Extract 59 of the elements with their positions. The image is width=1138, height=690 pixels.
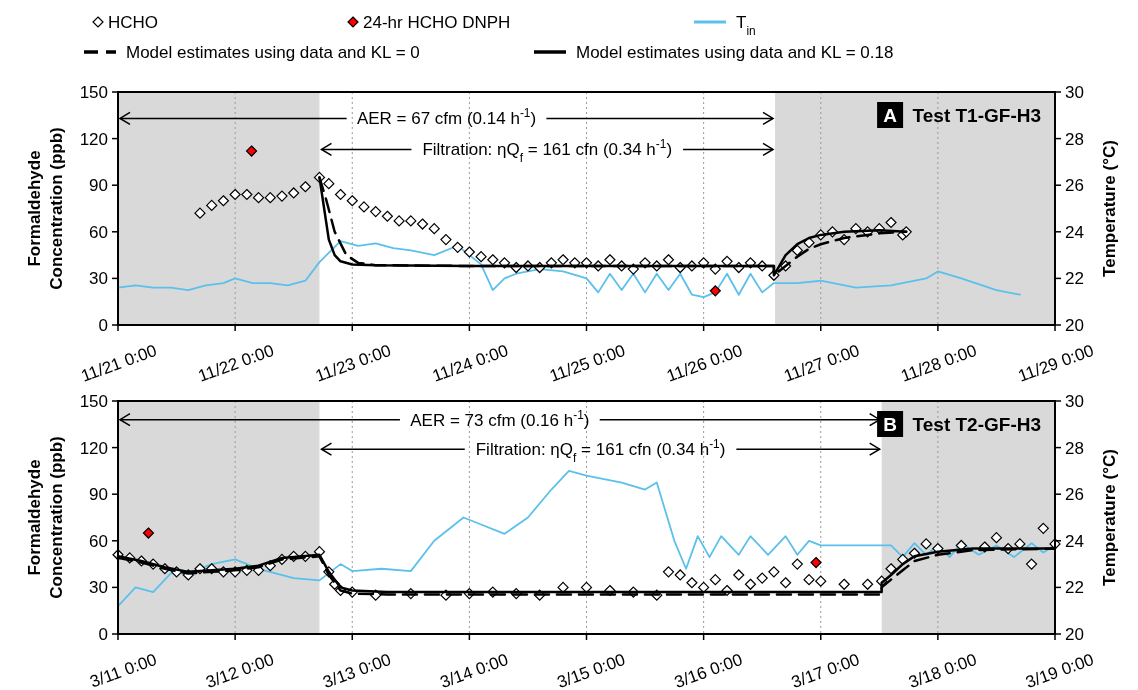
y2-tick-label: 28 <box>1065 438 1084 458</box>
y-tick-label: 0 <box>98 625 108 644</box>
y-tick-label: 150 <box>79 83 108 102</box>
legend-label: HCHO <box>108 13 159 32</box>
y2-tick-label: 24 <box>1065 531 1084 551</box>
y-tick-label: 60 <box>89 531 108 551</box>
y2-tick-label: 30 <box>1065 83 1084 102</box>
y2-axis-title: Temperature (°C) <box>1100 140 1119 277</box>
y2-tick-label: 20 <box>1065 625 1084 644</box>
legend-label: T$_{in}$ <box>736 13 756 38</box>
x-tick-label: 3/17 0:00 <box>788 649 863 690</box>
x-tick-label: 11/26 0:00 <box>664 340 745 386</box>
y2-tick-label: 26 <box>1065 176 1084 196</box>
y-axis-title: Formaldehyde Concentration (ppb) <box>25 436 66 599</box>
x-tick-label: 3/18 0:00 <box>906 649 980 690</box>
y2-tick-label: 22 <box>1065 578 1084 598</box>
x-tick-label: 11/27 0:00 <box>781 340 863 386</box>
x-tick-label: 3/13 0:00 <box>320 649 394 690</box>
y-tick-label: 90 <box>89 176 108 196</box>
annotation: Filtration: ηQ$_{f}$ = 161 cfn (0.34 h$^{-1}$) <box>475 437 726 466</box>
y-tick-label: 150 <box>79 392 108 411</box>
x-tick-label: 3/14 0:00 <box>437 649 511 690</box>
annotation: Test T1-GF-H3 <box>912 105 1041 126</box>
y-tick-label: 90 <box>89 485 108 505</box>
x-tick-label: 3/12 0:00 <box>203 649 277 690</box>
y2-axis-title: Temperature (°C) <box>1100 449 1119 586</box>
annotation: AER = 73 cfm (0.16 h$^{-1}$) <box>410 407 590 430</box>
legend-label: Model estimates using data and KL = 0.18 <box>576 43 894 62</box>
y-tick-label: 30 <box>89 269 108 289</box>
y-tick-label: 0 <box>98 316 108 335</box>
y-tick-label: 60 <box>89 222 108 242</box>
x-tick-label: 11/24 0:00 <box>429 340 511 386</box>
annotation: Filtration: ηQ$_{f}$ = 161 cfn (0.34 h$^{-1}$) <box>422 137 673 166</box>
y2-tick-label: 22 <box>1065 269 1084 289</box>
y2-tick-label: 30 <box>1065 392 1084 411</box>
annotation: A <box>883 105 898 126</box>
annotation: B <box>883 414 897 435</box>
annotation: AER = 67 cfm (0.14 h$^{-1}$) <box>356 106 537 129</box>
x-tick-label: 11/21 0:00 <box>78 340 160 386</box>
x-tick-label: 11/28 0:00 <box>898 340 980 386</box>
legend-label: 24-hr HCHO DNPH <box>363 13 511 32</box>
x-tick-label: 11/23 0:00 <box>312 340 394 386</box>
x-tick-label: 11/22 0:00 <box>195 340 277 386</box>
x-tick-label: 3/19 0:00 <box>1023 649 1097 690</box>
x-tick-label: 3/11 0:00 <box>87 649 160 690</box>
legend-label: Model estimates using data and KL = 0 <box>126 43 420 62</box>
x-tick-label: 11/29 0:00 <box>1015 340 1097 386</box>
y2-tick-label: 20 <box>1065 316 1084 335</box>
y-tick-label: 120 <box>79 438 108 458</box>
annotation: Test T2-GF-H3 <box>912 414 1041 435</box>
x-tick-label: 11/25 0:00 <box>547 340 628 386</box>
y2-tick-label: 26 <box>1065 485 1084 505</box>
y-axis-title: Formaldehyde Concentration (ppb) <box>25 127 66 290</box>
y-tick-label: 30 <box>89 578 108 598</box>
y2-tick-label: 24 <box>1065 222 1084 242</box>
y-tick-label: 120 <box>79 129 108 149</box>
x-tick-label: 3/15 0:00 <box>554 649 628 690</box>
x-tick-label: 3/16 0:00 <box>671 649 745 690</box>
y2-tick-label: 28 <box>1065 129 1084 149</box>
